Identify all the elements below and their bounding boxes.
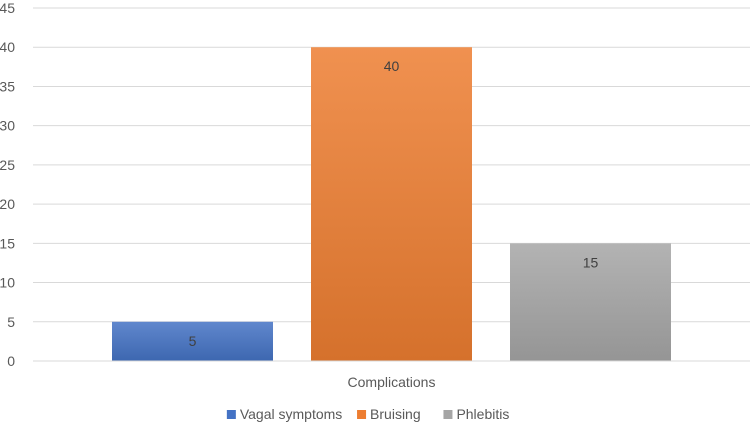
- legend-swatch: [357, 410, 367, 419]
- data-labels: 5 40 15: [189, 58, 599, 349]
- y-axis-ticks: 0 5 10 15 20 25 30 35 40 45: [0, 0, 15, 369]
- y-tick-label: 10: [0, 275, 15, 291]
- y-tick-label: 15: [0, 235, 15, 251]
- y-tick-label: 20: [0, 196, 15, 212]
- x-category-label: Complications: [348, 374, 436, 390]
- bar-vagal-symptoms[interactable]: [112, 321, 273, 361]
- legend-label[interactable]: Bruising: [370, 406, 421, 422]
- legend[interactable]: Vagal symptoms Bruising Phlebitis: [226, 406, 510, 422]
- bar-phlebitis[interactable]: [510, 243, 671, 361]
- y-tick-label: 40: [0, 39, 15, 55]
- legend-swatch: [443, 410, 453, 419]
- data-label: 5: [189, 333, 197, 349]
- data-label: 15: [583, 254, 599, 270]
- legend-label[interactable]: Vagal symptoms: [240, 406, 342, 422]
- legend-label[interactable]: Phlebitis: [456, 406, 509, 422]
- y-tick-label: 30: [0, 118, 15, 134]
- y-tick-label: 45: [0, 0, 15, 16]
- y-tick-label: 0: [7, 353, 15, 369]
- y-tick-label: 25: [0, 157, 15, 173]
- y-tick-label: 5: [7, 314, 15, 330]
- y-tick-label: 35: [0, 78, 15, 94]
- bars: [112, 47, 671, 361]
- bar-bruising[interactable]: [311, 47, 472, 361]
- legend-swatch: [226, 410, 236, 419]
- data-label: 40: [384, 58, 400, 74]
